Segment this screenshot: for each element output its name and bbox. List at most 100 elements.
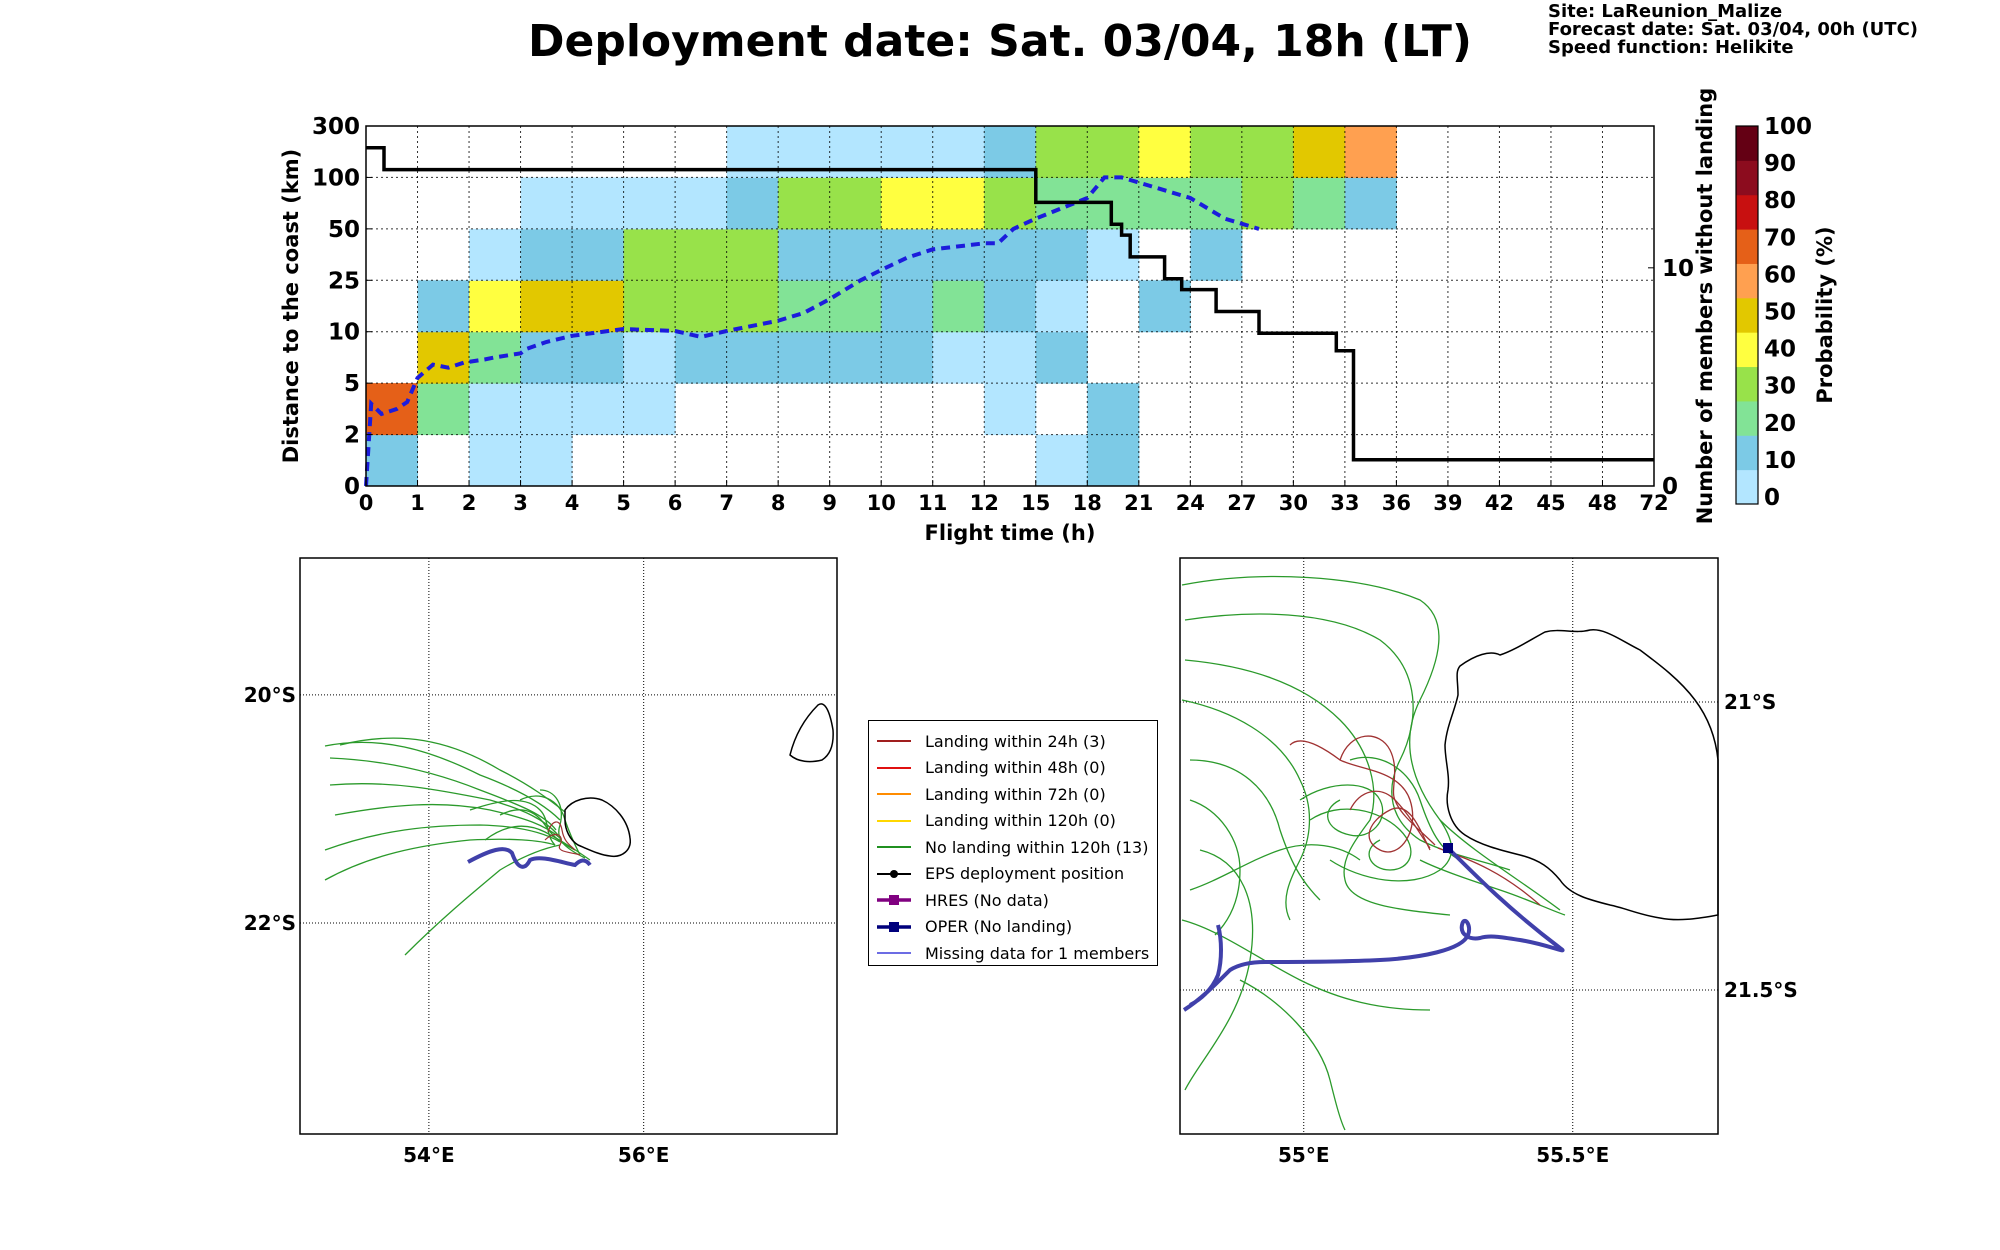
- right-map: 55°E 55.5°E 21°S 21.5°S: [1179, 557, 1798, 1167]
- members-without-landing-line: [366, 146, 1654, 462]
- heatmap-cell: [675, 228, 728, 281]
- heatmap-cell: [1344, 126, 1397, 178]
- x-tick-label: 33: [1330, 491, 1359, 515]
- median-distance-line: [364, 175, 1260, 487]
- page-title: Deployment date: Sat. 03/04, 18h (LT): [527, 16, 1473, 67]
- heatmap-cell: [469, 331, 522, 384]
- heatmap-cell: [1087, 434, 1140, 487]
- colorbar-segment: [1736, 263, 1758, 299]
- colorbar: [1735, 125, 1759, 505]
- heatmap-cell: [623, 228, 676, 281]
- legend-label: No landing within 120h (13): [925, 837, 1149, 857]
- legend-label: Landing within 24h (3): [925, 731, 1106, 751]
- map-lat-label: 20°S: [244, 683, 296, 707]
- y-tick-label: 300: [312, 114, 360, 140]
- legend-item-missing: Missing data for 1 members: [875, 940, 1157, 967]
- heatmap-cell: [1241, 177, 1294, 230]
- heatmap-cell: [984, 331, 1037, 384]
- heatmap-cell: [1293, 177, 1346, 230]
- colorbar-tick-label: 100: [1764, 114, 1812, 140]
- heatmap-cell: [829, 177, 882, 230]
- right-map-grid: [1180, 558, 1718, 1134]
- legend-label: Landing within 48h (0): [925, 758, 1106, 778]
- colorbar-segment: [1736, 297, 1758, 333]
- heatmap-cell: [932, 228, 985, 281]
- heatmap-cell: [675, 331, 728, 384]
- heatmap-cell: [726, 228, 779, 281]
- legend-marker-icon: [877, 869, 911, 878]
- heatmap-cell: [469, 280, 522, 333]
- legend-marker-icon: [877, 895, 911, 906]
- legend-label: OPER (No landing): [925, 917, 1073, 937]
- map-lon-label: 55.5°E: [1536, 1143, 1609, 1167]
- x-axis-label: Flight time (h): [925, 521, 1096, 545]
- map-lon-label: 56°E: [618, 1143, 670, 1167]
- legend-line-icon: [877, 740, 911, 743]
- heatmap-cell: [984, 383, 1037, 436]
- legend-label: Landing within 120h (0): [925, 811, 1116, 831]
- left-map: 54°E 56°E 20°S 22°S: [244, 557, 838, 1167]
- legend-item-landing-120h: Landing within 120h (0): [875, 808, 1157, 835]
- x-tick-label: 36: [1382, 491, 1411, 515]
- x-tick-label: 2: [462, 491, 477, 515]
- x-tick-label: 30: [1279, 491, 1308, 515]
- colorbar-tick-label: 80: [1764, 188, 1796, 214]
- heatmap-cell: [1138, 126, 1191, 178]
- y-tick-label: 25: [328, 268, 360, 294]
- heatmap-cell: [469, 383, 522, 436]
- x-tick-label: 10: [867, 491, 896, 515]
- heatmap-cell: [520, 383, 573, 436]
- heatmap-cell: [1190, 126, 1243, 178]
- left-map-landing-24h: [544, 821, 581, 856]
- heatmap-cell: [829, 280, 882, 333]
- x-tick-label: 1: [410, 491, 425, 515]
- x-tick-label: 42: [1485, 491, 1514, 515]
- site-label: Site: LaReunion_Malize: [1548, 1, 1783, 22]
- x-tick-label: 0: [359, 491, 374, 515]
- heatmap-cell: [829, 331, 882, 384]
- x-tick-label: 8: [771, 491, 786, 515]
- heatmap-cell: [778, 228, 831, 281]
- left-map-trajectories: [324, 737, 591, 956]
- x-tick-label: 4: [565, 491, 580, 515]
- heatmap-cell: [932, 331, 985, 384]
- heatmap-cell: [1035, 228, 1088, 281]
- heatmap-cell: [778, 177, 831, 230]
- heatmap-cell: [778, 280, 831, 333]
- x-tick-label: 45: [1536, 491, 1565, 515]
- x-tick-label: 48: [1588, 491, 1617, 515]
- colorbar-tick-label: 20: [1764, 411, 1796, 437]
- right-map-deployment-marker: [1443, 843, 1453, 853]
- heatmap-cell: [623, 383, 676, 436]
- colorbar-tick-label: 10: [1764, 448, 1796, 474]
- speed-function-label: Speed function: Helikite: [1548, 37, 1794, 58]
- heatmap-cell: [1241, 126, 1294, 178]
- forecast-date-label: Forecast date: Sat. 03/04, 00h (UTC): [1548, 19, 1919, 40]
- heatmap-lines: [364, 146, 1654, 487]
- heatmap-cell: [1190, 177, 1243, 230]
- heatmap-cell: [726, 177, 779, 230]
- colorbar-tick-label: 40: [1764, 337, 1796, 363]
- colorbar-segment: [1736, 469, 1758, 505]
- x-tick-label: 39: [1433, 491, 1462, 515]
- heatmap-cell: [984, 228, 1037, 281]
- heatmap-cell: [469, 228, 522, 281]
- y-axis-label: Distance to the coast (km): [279, 149, 303, 464]
- heatmap-cell: [623, 280, 676, 333]
- colorbar-segment: [1736, 435, 1758, 471]
- right-map-trajectories: [1181, 575, 1566, 1131]
- heatmap-cell: [366, 434, 419, 487]
- heatmap-cell: [881, 177, 934, 230]
- legend-line-icon: [877, 952, 911, 954]
- heatmap-cell: [1035, 434, 1088, 487]
- map-lat-label: 21.5°S: [1724, 978, 1798, 1002]
- right-map-ticks: 55°E 55.5°E 21°S 21.5°S: [1278, 690, 1798, 1167]
- y-tick-label: 5: [344, 371, 360, 397]
- map-lat-label: 21°S: [1724, 690, 1776, 714]
- heatmap-cell: [1087, 383, 1140, 436]
- left-map-reunion-coastline: [564, 797, 631, 858]
- x-tick-label: 21: [1124, 491, 1153, 515]
- heatmap-cell: [881, 280, 934, 333]
